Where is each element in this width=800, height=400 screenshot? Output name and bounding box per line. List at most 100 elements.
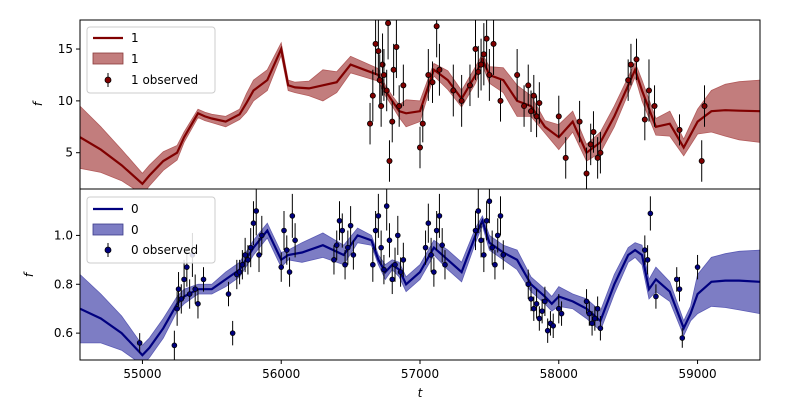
bottom-observed-point: [283, 235, 290, 265]
top-observed-point: [514, 49, 521, 101]
top-observed-marker: [380, 71, 387, 78]
bottom-model-line: [80, 217, 760, 357]
bottom-observed-point: [481, 237, 487, 273]
bottom-observed-marker: [647, 210, 654, 217]
bottom-observed-point: [342, 250, 348, 280]
bottom-y-axis-label: f: [22, 271, 36, 277]
top-observed-marker: [625, 77, 632, 84]
top-observed-marker: [450, 87, 457, 94]
top-observed-marker: [425, 71, 432, 78]
bottom-observed-marker: [397, 269, 404, 275]
top-observed-point: [497, 80, 504, 122]
bottom-observed-point: [253, 189, 260, 236]
bottom-observed-marker: [642, 247, 648, 253]
top-observed-marker: [480, 51, 487, 58]
top-observed-marker: [429, 79, 436, 86]
top-observed-marker: [386, 158, 393, 165]
bottom-observed-marker: [242, 252, 248, 258]
bottom-observed-marker: [589, 320, 595, 327]
bottom-observed-marker: [247, 244, 254, 251]
bottom-observed-marker: [378, 244, 384, 251]
bottom-observed-marker: [256, 252, 262, 258]
top-observed-point: [419, 105, 426, 143]
bottom-legend-band-swatch: [92, 223, 124, 236]
bottom-observed-marker: [644, 257, 651, 263]
bottom-observed-marker: [428, 252, 434, 258]
bottom-observed-point: [350, 240, 357, 270]
bottom-observed-marker: [178, 296, 185, 302]
top-observed-marker: [369, 92, 376, 99]
top-observed-point: [490, 20, 497, 75]
bottom-observed-marker: [258, 232, 265, 239]
bottom-observed-point: [694, 254, 701, 280]
bottom-observed-marker: [186, 291, 193, 297]
bottom-observed-marker: [492, 261, 498, 268]
top-observed-marker: [376, 77, 383, 84]
bottom-observed-point: [425, 203, 432, 243]
bottom-observed-marker: [383, 203, 390, 209]
bottom-observed-point: [383, 189, 390, 231]
top-observed-marker: [562, 154, 569, 161]
top-observed-marker: [475, 68, 482, 75]
top-observed-point: [378, 85, 385, 127]
bottom-observed-marker: [525, 281, 532, 288]
bottom-observed-marker: [184, 264, 190, 270]
top-observed-point: [525, 64, 532, 107]
bottom-observed-point: [386, 223, 393, 258]
bottom-observed-point: [472, 210, 479, 251]
top-legend-observed-marker: [104, 76, 112, 84]
bottom-observed-point: [439, 228, 446, 263]
bottom-observed-point: [433, 210, 440, 251]
top-observed-point: [386, 140, 393, 182]
bottom-observed-point: [378, 230, 384, 265]
top-legend-observed-label: 1 observed: [131, 73, 198, 87]
bottom-legend-observed-label: 0 observed: [131, 243, 198, 257]
bottom-observed-marker: [250, 220, 257, 227]
top-observed-point: [651, 85, 658, 127]
top-observed-marker: [375, 48, 382, 55]
bottom-observed-point: [195, 289, 201, 319]
top-observed-point: [429, 61, 436, 103]
bottom-observed-marker: [394, 232, 401, 239]
bottom-observed-point: [289, 193, 296, 238]
top-observed-point: [389, 100, 396, 143]
top-observed-marker: [528, 108, 535, 115]
top-observed-marker: [389, 118, 396, 125]
bottom-observed-point: [542, 286, 548, 317]
bottom-observed-marker: [174, 305, 180, 312]
bottom-observed-marker: [281, 227, 287, 234]
bottom-observed-marker: [528, 296, 534, 302]
bottom-observed-point: [442, 250, 448, 280]
bottom-observed-marker: [539, 308, 545, 314]
bottom-observed-point: [676, 276, 683, 302]
bottom-observed-marker: [239, 261, 246, 268]
bottom-observed-point: [345, 230, 351, 265]
top-observed-marker: [478, 61, 485, 68]
bottom-observed-marker: [436, 213, 443, 219]
top-panel: 5 10 15 f 1 1 1 observed: [31, 19, 761, 190]
bottom-observed-point: [653, 284, 659, 309]
bottom-observed-marker: [386, 237, 393, 244]
top-observed-point: [641, 98, 648, 141]
top-y-tick-label: 10: [58, 94, 73, 108]
top-observed-point: [597, 131, 604, 174]
bottom-observed-point: [171, 330, 178, 360]
bottom-observed-marker: [345, 244, 351, 251]
bottom-observed-marker: [478, 237, 484, 244]
bottom-observed-marker: [339, 227, 346, 234]
x-tick-label: 59000: [678, 367, 716, 381]
bottom-legend-line-label: 0: [131, 202, 139, 216]
top-observed-point: [433, 20, 440, 58]
bottom-observed-marker: [472, 227, 479, 234]
bottom-observed-marker: [555, 305, 562, 312]
bottom-observed-marker: [494, 232, 501, 239]
bottom-observed-marker: [195, 301, 201, 307]
bottom-observed-marker: [475, 208, 482, 214]
bottom-observed-point: [428, 237, 434, 273]
top-observed-point: [393, 20, 400, 79]
top-observed-marker: [633, 56, 640, 63]
bottom-observed-marker: [673, 276, 680, 283]
top-observed-point: [416, 126, 423, 169]
bottom-observed-point: [370, 247, 376, 282]
bottom-observed-marker: [481, 252, 487, 258]
